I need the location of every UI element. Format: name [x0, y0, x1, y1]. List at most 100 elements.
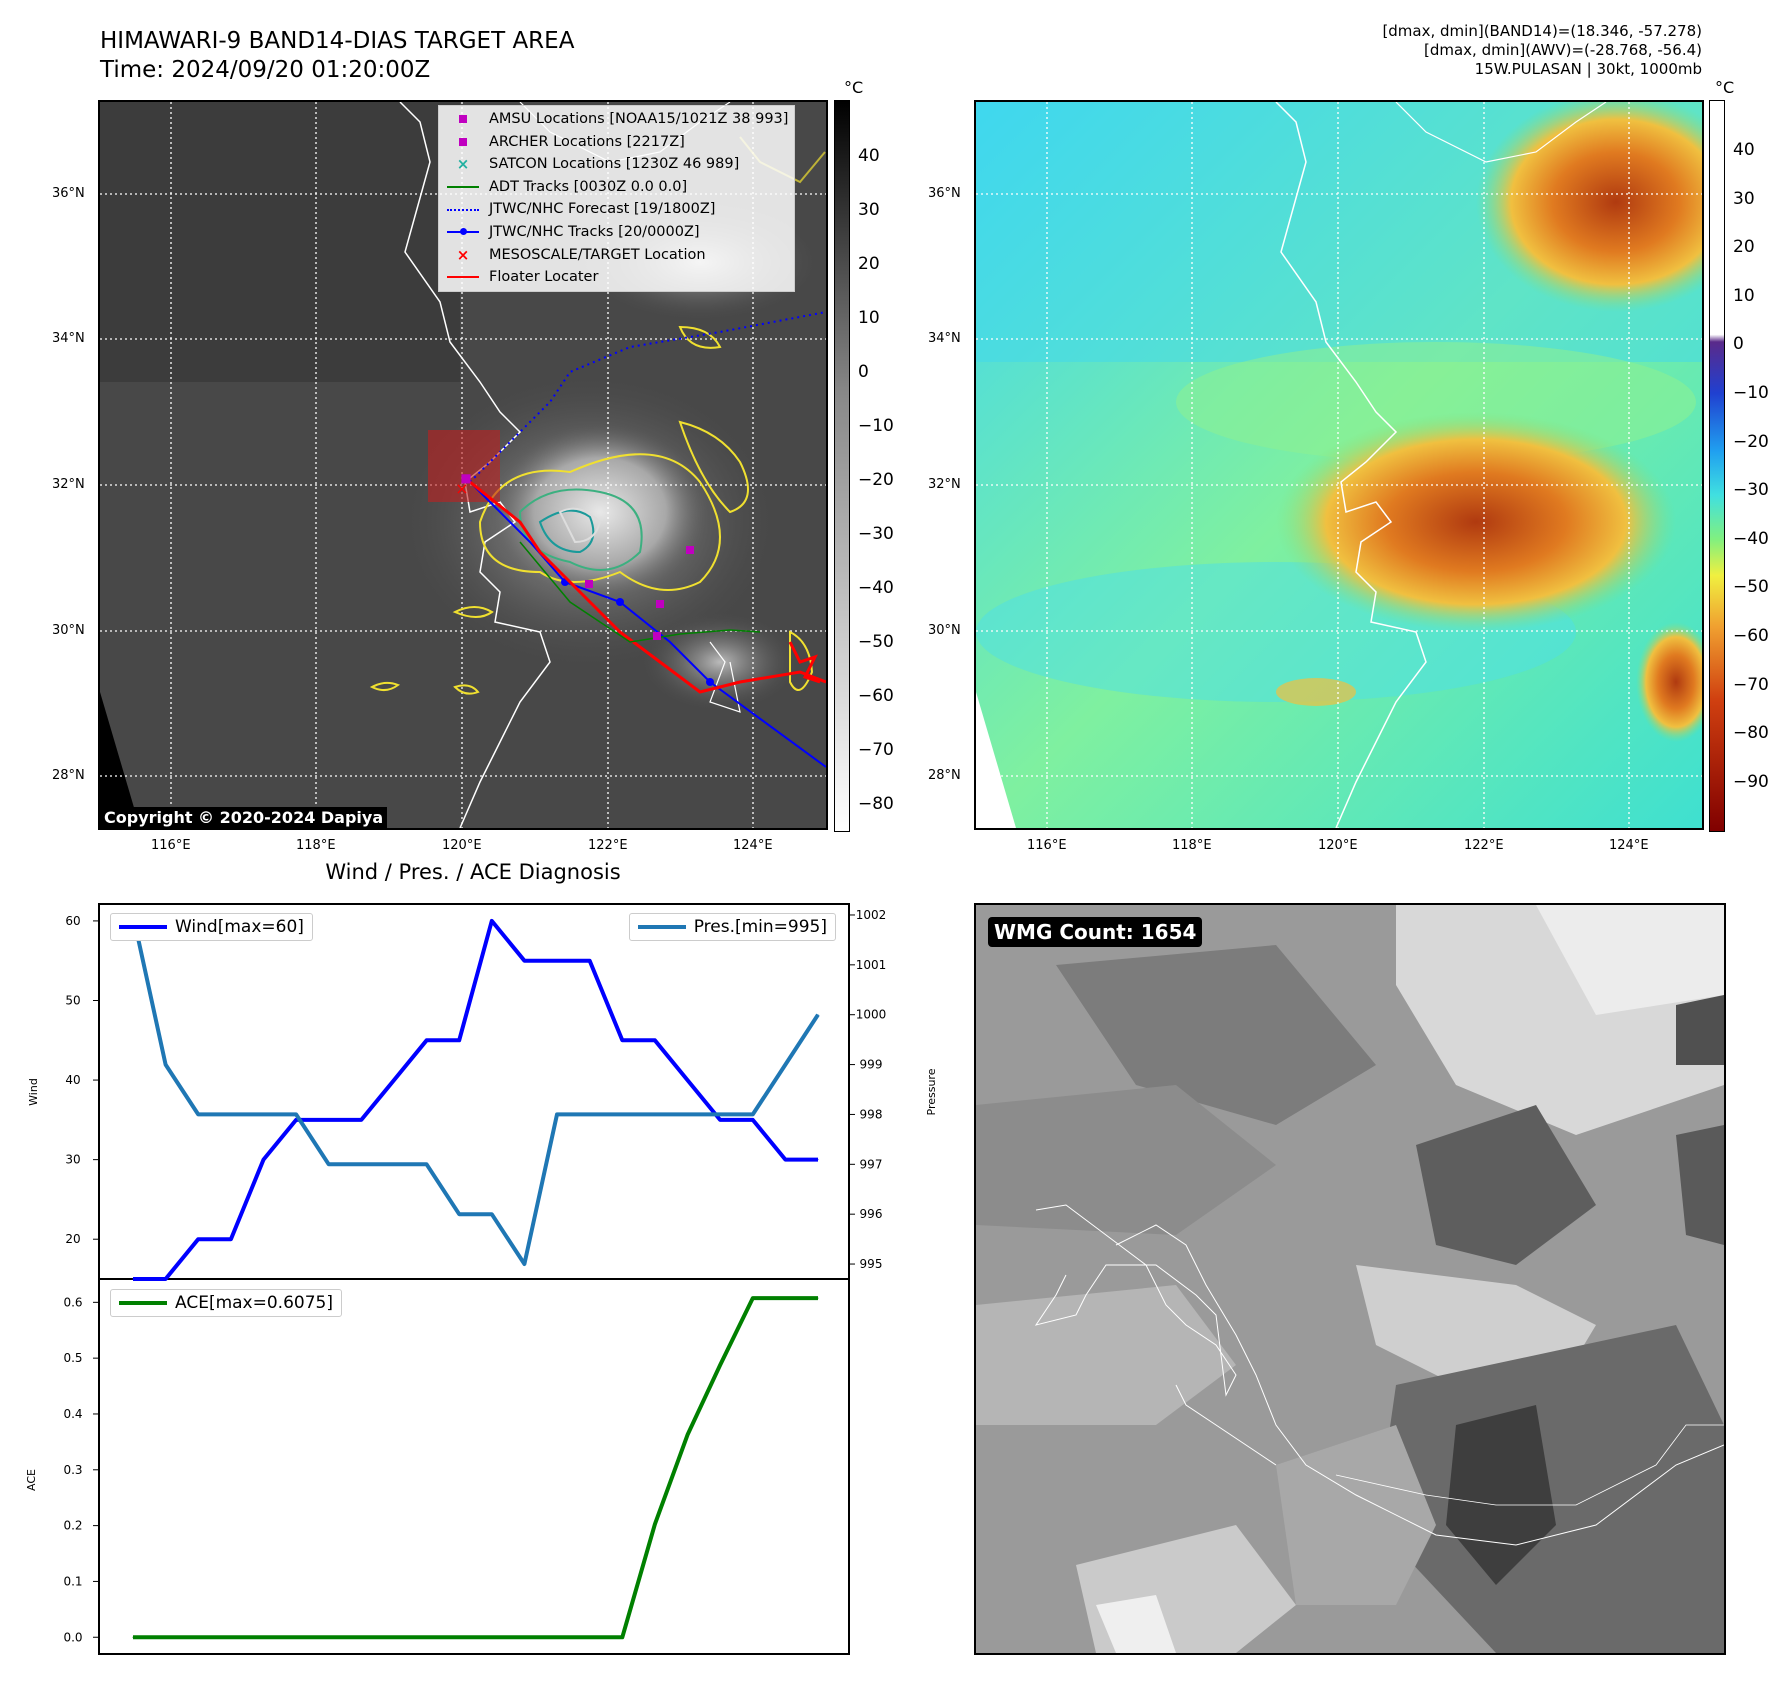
- lat-tick-label: 34°N: [52, 331, 85, 346]
- data-point: [687, 1113, 689, 1115]
- colorbar-tick-label: 0: [1733, 334, 1744, 355]
- data-point: [817, 1159, 819, 1161]
- data-point: [621, 1113, 623, 1115]
- svg-text:×: ×: [455, 479, 468, 498]
- ace-legend-label: ACE[max=0.6075]: [175, 1293, 333, 1313]
- legend-item: JTWC/NHC Forecast [19/1800Z]: [445, 198, 788, 221]
- data-point: [719, 1364, 721, 1366]
- y-tick-label: 998: [860, 1107, 883, 1121]
- data-point: [817, 1014, 819, 1016]
- legend-item: ADT Tracks [0030Z 0.0 0.0]: [445, 176, 788, 199]
- data-point: [654, 1113, 656, 1115]
- series-line-0: [133, 918, 818, 1281]
- data-point: [621, 1039, 623, 1041]
- colorbar-tick-label: −40: [858, 578, 894, 598]
- data-point: [752, 1113, 754, 1115]
- figure-time: Time: 2024/09/20 01:20:00Z: [100, 57, 431, 83]
- ir-colorbar-unit: °C: [844, 78, 864, 97]
- legend-label: SATCON Locations [1230Z 46 989]: [489, 156, 740, 173]
- colorbar-tick-label: 40: [858, 146, 880, 166]
- data-point: [491, 1213, 493, 1215]
- colorbar-tick-label: −30: [1733, 480, 1769, 501]
- data-point: [523, 1636, 525, 1638]
- lat-tick-label: 28°N: [52, 768, 85, 783]
- legend-label: MESOSCALE/TARGET Location: [489, 246, 706, 263]
- colorbar-tick-label: 20: [858, 254, 880, 274]
- data-point: [393, 1636, 395, 1638]
- data-point: [393, 1163, 395, 1165]
- data-point: [230, 1238, 232, 1240]
- data-point: [328, 1119, 330, 1121]
- colorbar-tick-label: −60: [858, 686, 894, 706]
- data-point: [784, 1159, 786, 1161]
- series-line-1: [131, 914, 820, 1266]
- data-point: [132, 1636, 134, 1638]
- ir-colorbar: [834, 100, 850, 832]
- y-tick-label: 1001: [856, 958, 887, 972]
- ir-map-panel: × ■ AMSU Locations [NOAA15/1021Z 38 993]…: [98, 100, 828, 830]
- y-tick-label: 0.2: [63, 1519, 82, 1533]
- y-tick-label: 999: [860, 1058, 883, 1072]
- data-point: [262, 1159, 264, 1161]
- data-point: [752, 1297, 754, 1299]
- wind-legend-swatch: [119, 925, 167, 929]
- colorbar-tick-label: −10: [1733, 383, 1769, 403]
- colorbar-tick-label: −70: [1733, 674, 1769, 695]
- legend-item: ARCHER Locations [2217Z]: [445, 131, 788, 154]
- colorbar-tick-label: 10: [1733, 285, 1755, 306]
- legend-symbol: [445, 267, 481, 287]
- data-point: [197, 1113, 199, 1115]
- y-tick-label: 0.0: [63, 1630, 82, 1644]
- data-point: [197, 1238, 199, 1240]
- lat-tick-label: 30°N: [52, 623, 85, 638]
- data-point: [817, 1297, 819, 1299]
- y-tick-label: 60: [65, 914, 80, 928]
- data-point: [752, 1119, 754, 1121]
- data-point: [556, 960, 558, 962]
- y-tick-label: 0.6: [63, 1295, 82, 1309]
- colorbar-tick-label: 0: [858, 362, 869, 382]
- wind-pres-frame: [98, 903, 850, 1280]
- y-tick-label: 0.3: [63, 1463, 82, 1477]
- data-point: [165, 1636, 167, 1638]
- legend-item: Floater Locater: [445, 266, 788, 289]
- colorbar-tick-label: −20: [858, 470, 894, 490]
- colorbar-tick-label: −80: [1733, 723, 1769, 744]
- ace-legend-swatch: [119, 1301, 167, 1305]
- colorbar-tick-label: −50: [1733, 577, 1769, 598]
- lat-tick-label: 36°N: [52, 186, 85, 201]
- data-point: [295, 1636, 297, 1638]
- data-point: [491, 920, 493, 922]
- data-point: [589, 1113, 591, 1115]
- data-point: [197, 1636, 199, 1638]
- legend-label: AMSU Locations [NOAA15/1021Z 38 993]: [489, 111, 789, 127]
- figure-title: HIMAWARI-9 BAND14-DIAS TARGET AREA: [100, 28, 575, 54]
- data-point: [523, 960, 525, 962]
- svg-text:■: ■: [460, 471, 471, 485]
- colorbar-tick-label: −90: [1733, 771, 1769, 792]
- colorbar-tick-label: −50: [858, 632, 894, 652]
- data-point: [589, 960, 591, 962]
- data-point: [393, 1079, 395, 1081]
- data-point: [230, 1113, 232, 1115]
- y-tick-label: 40: [65, 1073, 80, 1087]
- lon-tick-label: 124°E: [1609, 838, 1649, 853]
- data-point: [784, 1297, 786, 1299]
- wmg-panel: WMG Count: 1654: [974, 903, 1726, 1655]
- y-tick-label: 0.5: [63, 1351, 82, 1365]
- colorbar-tick-label: 30: [858, 200, 880, 220]
- lat-tick-label: 32°N: [928, 477, 961, 492]
- data-point: [784, 1064, 786, 1066]
- wind-legend: Wind[max=60]: [110, 913, 313, 941]
- legend-symbol: [445, 132, 481, 152]
- data-point: [360, 1119, 362, 1121]
- data-point: [295, 1119, 297, 1121]
- lat-tick-label: 32°N: [52, 477, 85, 492]
- data-point: [556, 1636, 558, 1638]
- data-point: [556, 1113, 558, 1115]
- legend-symbol: [445, 222, 481, 242]
- awv-map-image: [976, 102, 1702, 828]
- data-point: [360, 1636, 362, 1638]
- colorbar-tick-label: −20: [1733, 431, 1769, 452]
- data-point: [360, 1163, 362, 1165]
